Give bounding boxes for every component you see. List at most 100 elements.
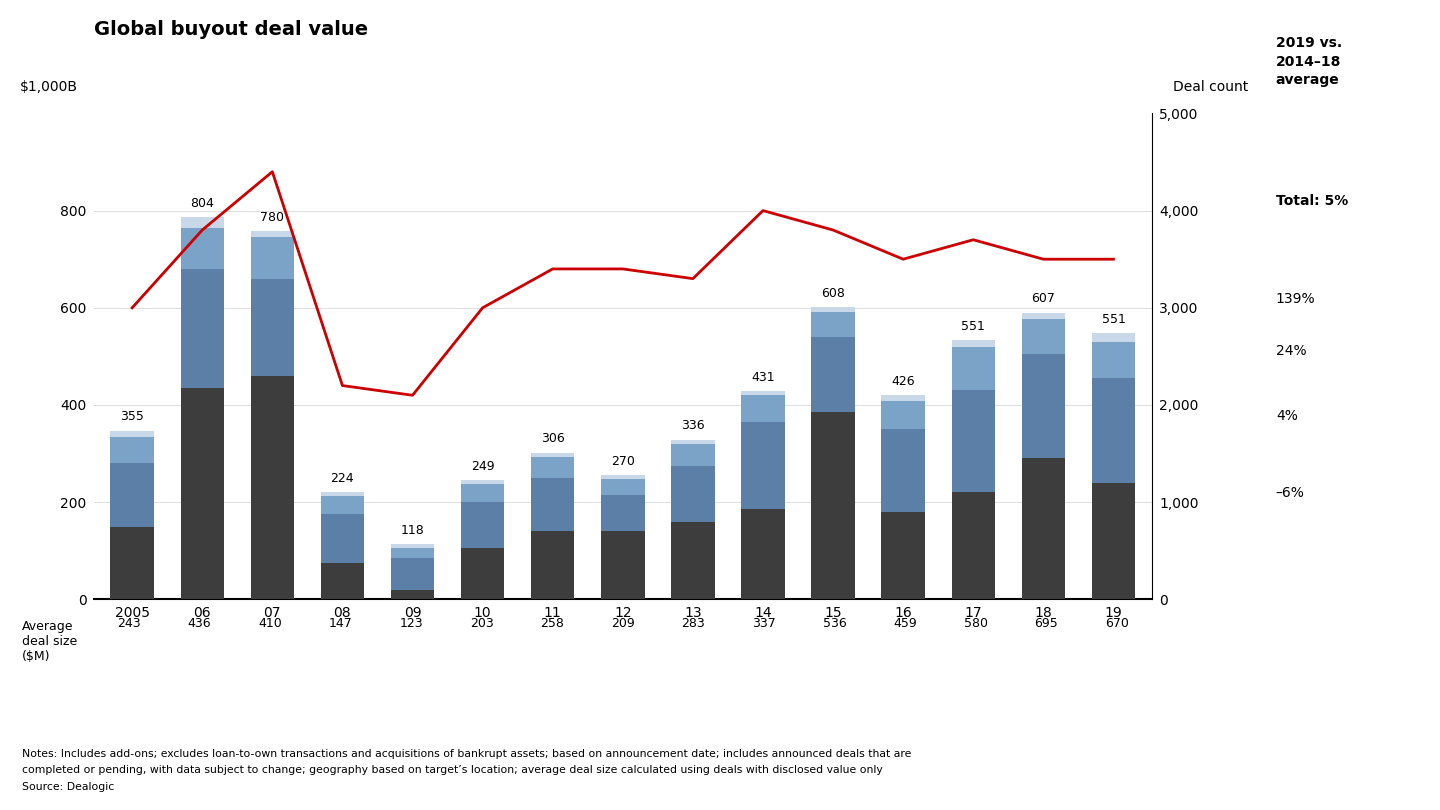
Bar [461, 484, 504, 502]
Text: 283: 283 [681, 617, 706, 630]
Text: Global buyout deal value: Global buyout deal value [94, 20, 367, 39]
Bar [1092, 342, 1135, 378]
Text: 536: 536 [822, 617, 847, 630]
Bar [881, 429, 924, 512]
Bar [531, 531, 575, 599]
Bar [881, 394, 924, 401]
Text: 306: 306 [541, 433, 564, 446]
Text: Total: 5%: Total: 5% [1276, 194, 1348, 208]
Bar [1092, 333, 1135, 342]
Bar [811, 412, 855, 599]
Bar [390, 544, 435, 548]
Bar [461, 502, 504, 548]
Text: 270: 270 [611, 454, 635, 467]
Bar [321, 492, 364, 496]
Text: 780: 780 [261, 211, 284, 224]
Text: 147: 147 [328, 617, 353, 630]
Bar [461, 480, 504, 484]
Bar [742, 391, 785, 395]
Text: Notes: Includes add-ons; excludes loan-to-own transactions and acquisitions of b: Notes: Includes add-ons; excludes loan-t… [22, 749, 912, 759]
Bar [952, 347, 995, 390]
Bar [390, 548, 435, 558]
Text: 607: 607 [1031, 292, 1056, 305]
Bar [600, 475, 645, 480]
Bar [742, 509, 785, 599]
Bar [742, 395, 785, 422]
Text: 426: 426 [891, 374, 914, 387]
Text: 2019 vs.
2014–18
average: 2019 vs. 2014–18 average [1276, 36, 1342, 87]
Text: Source: Dealogic: Source: Dealogic [22, 782, 114, 791]
Bar [952, 492, 995, 599]
Bar [251, 279, 294, 376]
Bar [671, 522, 714, 599]
Bar [111, 431, 154, 437]
Text: 551: 551 [962, 320, 985, 333]
Bar [742, 422, 785, 509]
Text: 431: 431 [752, 371, 775, 384]
Bar [600, 495, 645, 531]
Bar [111, 437, 154, 463]
Text: 695: 695 [1034, 617, 1058, 630]
Bar [811, 337, 855, 412]
Text: 355: 355 [120, 411, 144, 424]
Text: 224: 224 [331, 471, 354, 484]
Bar [671, 444, 714, 466]
Text: 804: 804 [190, 197, 215, 210]
Bar [1092, 378, 1135, 483]
Bar [251, 376, 294, 599]
Text: 118: 118 [400, 524, 425, 537]
Bar [1021, 458, 1066, 599]
Text: 459: 459 [893, 617, 917, 630]
Bar [111, 463, 154, 526]
Text: 551: 551 [1102, 313, 1126, 326]
Bar [952, 340, 995, 347]
Text: –6%: –6% [1276, 486, 1305, 500]
Bar [180, 388, 225, 599]
Text: 243: 243 [117, 617, 141, 630]
Text: Average
deal size
($M): Average deal size ($M) [22, 620, 76, 663]
Text: 249: 249 [471, 459, 494, 472]
Bar [881, 401, 924, 429]
Text: 336: 336 [681, 420, 704, 433]
Bar [321, 563, 364, 599]
Text: 608: 608 [821, 287, 845, 300]
Text: 670: 670 [1104, 617, 1129, 630]
Bar [671, 440, 714, 444]
Text: 580: 580 [963, 617, 988, 630]
Bar [251, 232, 294, 237]
Text: 139%: 139% [1276, 292, 1316, 305]
Bar [180, 228, 225, 269]
Text: Deal count: Deal count [1174, 80, 1248, 94]
Text: 337: 337 [752, 617, 776, 630]
Text: 258: 258 [540, 617, 564, 630]
Text: 436: 436 [187, 617, 212, 630]
Bar [1021, 319, 1066, 354]
Bar [1021, 354, 1066, 458]
Text: $1,000B: $1,000B [20, 80, 78, 94]
Bar [811, 307, 855, 312]
Bar [1021, 313, 1066, 319]
Bar [321, 514, 364, 563]
Bar [111, 526, 154, 599]
Text: 209: 209 [611, 617, 635, 630]
Text: 4%: 4% [1276, 409, 1297, 423]
Text: 203: 203 [469, 617, 494, 630]
Bar [811, 312, 855, 337]
Bar [531, 457, 575, 478]
Bar [251, 237, 294, 279]
Bar [180, 269, 225, 388]
Text: 410: 410 [258, 617, 282, 630]
Bar [952, 390, 995, 492]
Bar [671, 466, 714, 522]
Bar [1092, 483, 1135, 599]
Text: 24%: 24% [1276, 344, 1306, 358]
Bar [461, 548, 504, 599]
Text: 123: 123 [399, 617, 423, 630]
Bar [390, 558, 435, 590]
Text: completed or pending, with data subject to change; geography based on target’s l: completed or pending, with data subject … [22, 765, 883, 775]
Bar [321, 496, 364, 514]
Bar [531, 478, 575, 531]
Bar [881, 512, 924, 599]
Bar [600, 480, 645, 495]
Bar [390, 590, 435, 599]
